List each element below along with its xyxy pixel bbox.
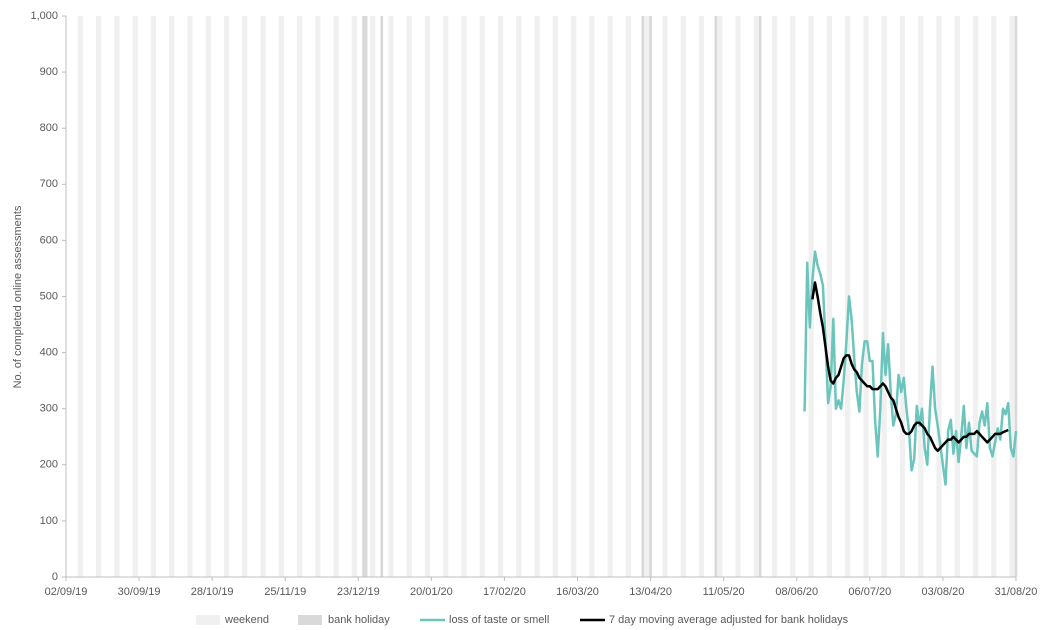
- weekend-band: [662, 16, 668, 577]
- bank-holiday-band: [714, 16, 718, 577]
- weekend-band: [972, 16, 979, 577]
- y-tick-label: 500: [40, 290, 58, 302]
- bank-holiday-band: [362, 16, 365, 577]
- legend-label: 7 day moving average adjusted for bank h…: [609, 614, 849, 626]
- x-tick-label: 16/03/20: [556, 586, 599, 598]
- bank-holiday-band: [380, 16, 384, 577]
- weekend-band: [406, 16, 412, 577]
- weekend-band: [169, 16, 175, 577]
- weekend-band: [150, 16, 157, 577]
- weekend-band: [424, 16, 431, 577]
- y-tick-label: 600: [40, 234, 58, 246]
- weekend-band: [114, 16, 120, 577]
- weekend-band: [680, 16, 686, 577]
- weekend-band: [296, 16, 303, 577]
- x-tick-label: 03/08/20: [922, 586, 965, 598]
- legend-swatch: [298, 615, 322, 625]
- x-tick-label: 31/08/20: [995, 586, 1038, 598]
- weekend-band: [826, 16, 833, 577]
- weekend-band: [863, 16, 869, 577]
- x-tick-label: 08/06/20: [775, 586, 818, 598]
- weekend-band: [881, 16, 887, 577]
- weekend-band: [351, 16, 358, 577]
- weekend-band: [443, 16, 449, 577]
- y-tick-label: 800: [40, 122, 58, 134]
- weekend-band: [497, 16, 504, 577]
- weekend-band: [771, 16, 778, 577]
- weekend-band: [132, 16, 138, 577]
- weekend-band: [552, 16, 558, 577]
- x-tick-label: 23/12/19: [337, 586, 380, 598]
- bank-holiday-band: [1014, 16, 1018, 577]
- x-tick-label: 02/09/19: [45, 586, 88, 598]
- x-tick-label: 11/05/20: [703, 586, 745, 598]
- bank-holiday-band: [364, 16, 368, 577]
- weekend-band: [991, 16, 997, 577]
- x-tick-label: 28/10/19: [191, 586, 234, 598]
- weekend-band: [223, 16, 230, 577]
- weekend-band: [717, 16, 723, 577]
- y-axis-label: No. of completed online assessments: [12, 205, 24, 388]
- x-tick-label: 06/07/20: [848, 586, 891, 598]
- weekend-band: [77, 16, 83, 577]
- weekend-band: [845, 16, 851, 577]
- weekend-band: [1009, 16, 1015, 577]
- weekend-band: [753, 16, 759, 577]
- series-line: [811, 281, 1009, 453]
- weekend-band: [242, 16, 248, 577]
- weekend-band: [625, 16, 632, 577]
- x-tick-label: 25/11/19: [264, 586, 306, 598]
- legend-label: weekend: [224, 614, 269, 626]
- weekend-band: [918, 16, 924, 577]
- y-tick-label: 0: [52, 571, 58, 583]
- weekend-band: [479, 16, 485, 577]
- y-tick-label: 300: [40, 403, 58, 415]
- weekend-band: [607, 16, 613, 577]
- weekend-band: [260, 16, 266, 577]
- series-line: [803, 250, 1018, 486]
- weekend-band: [899, 16, 906, 577]
- weekend-band: [571, 16, 577, 577]
- y-tick-label: 900: [40, 66, 58, 78]
- y-tick-label: 200: [40, 459, 58, 471]
- weekend-band: [315, 16, 321, 577]
- x-tick-label: 17/02/20: [483, 586, 526, 598]
- weekend-band: [698, 16, 705, 577]
- weekend-band: [589, 16, 595, 577]
- weekend-band: [534, 16, 540, 577]
- y-tick-label: 1,000: [30, 10, 58, 22]
- weekend-band: [790, 16, 796, 577]
- legend-swatch: [196, 615, 220, 625]
- legend-label: loss of taste or smell: [449, 614, 549, 626]
- weekend-band: [735, 16, 741, 577]
- weekend-band: [388, 16, 394, 577]
- legend-label: bank holiday: [328, 614, 390, 626]
- weekend-band: [370, 16, 376, 577]
- weekend-band: [96, 16, 102, 577]
- y-tick-label: 700: [40, 178, 58, 190]
- weekend-band: [278, 16, 284, 577]
- x-tick-label: 30/09/19: [118, 586, 161, 598]
- weekend-band: [461, 16, 467, 577]
- weekend-band: [205, 16, 211, 577]
- weekend-band: [516, 16, 522, 577]
- weekend-band: [954, 16, 960, 577]
- weekend-band: [936, 16, 942, 577]
- y-tick-label: 400: [40, 347, 58, 359]
- x-tick-label: 13/04/20: [629, 586, 672, 598]
- bank-holiday-band: [641, 16, 645, 577]
- bank-holiday-band: [649, 16, 652, 577]
- bank-holiday-band: [758, 16, 762, 577]
- weekend-band: [644, 16, 650, 577]
- weekend-band: [333, 16, 339, 577]
- weekend-band: [187, 16, 193, 577]
- x-tick-label: 20/01/20: [410, 586, 453, 598]
- y-tick-label: 100: [40, 515, 58, 527]
